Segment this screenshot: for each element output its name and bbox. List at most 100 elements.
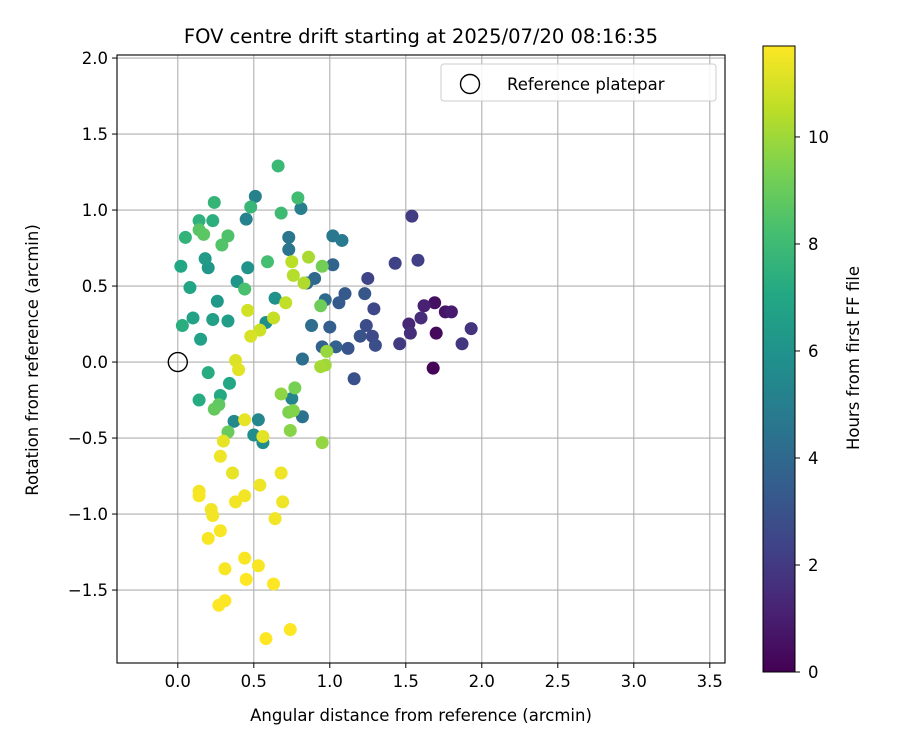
scatter-point <box>314 299 328 313</box>
scatter-point <box>210 294 224 308</box>
scatter-point <box>206 509 220 523</box>
x-tick-label: 2.0 <box>469 672 495 691</box>
scatter-point <box>175 319 189 333</box>
scatter-point <box>239 212 253 226</box>
scatter-point <box>308 271 322 285</box>
legend-marker-reference <box>459 73 481 95</box>
scatter-point <box>305 319 319 333</box>
scatter-point <box>403 326 417 340</box>
scatter-point <box>206 312 220 326</box>
scatter-point <box>238 282 252 296</box>
scatter-point <box>274 206 288 220</box>
y-axis-label: Rotation from reference (arcmin) <box>23 224 42 496</box>
reference-marker-layer <box>167 351 189 373</box>
scatter-point <box>239 572 253 586</box>
scatter-point <box>215 238 229 252</box>
scatter-point <box>221 229 235 243</box>
x-tick-label: 3.5 <box>697 672 723 691</box>
scatter-point <box>286 404 300 418</box>
scatter-point <box>286 268 300 282</box>
scatter-point <box>367 302 381 316</box>
scatter-point <box>226 466 240 480</box>
scatter-point <box>295 410 309 424</box>
scatter-point <box>320 344 334 358</box>
scatter-point <box>267 311 281 325</box>
scatter-point <box>361 271 375 285</box>
scatter-point <box>268 512 282 526</box>
legend-label-reference: Reference platepar <box>507 75 665 94</box>
scatter-point <box>335 233 349 247</box>
x-axis-ticks: 0.0 0.5 1.0 1.5 2.0 2.5 3.0 3.5 <box>165 663 723 691</box>
scatter-point <box>341 341 355 355</box>
colorbar-tick-label: 6 <box>808 342 819 361</box>
scatter-point <box>253 323 267 337</box>
scatter-point <box>282 243 296 257</box>
x-tick-label: 1.0 <box>317 672 343 691</box>
y-tick-label: −0.5 <box>68 429 108 448</box>
x-tick-label: 0.0 <box>165 672 191 691</box>
scatter-point <box>315 436 329 450</box>
scatter-point <box>227 414 241 428</box>
scatter-point <box>192 393 206 407</box>
scatter-point <box>241 261 255 275</box>
scatter-point <box>417 299 431 313</box>
scatter-point <box>285 255 299 269</box>
scatter-point <box>294 202 308 216</box>
scatter-point <box>271 159 285 173</box>
colorbar-tick-label: 0 <box>808 663 819 682</box>
scatter-point <box>256 430 270 444</box>
scatter-point <box>411 253 425 267</box>
scatter-point <box>279 296 293 310</box>
chart-title: FOV centre drift starting at 2025/07/20 … <box>184 25 658 48</box>
scatter-point <box>283 423 297 437</box>
scatter-point <box>274 387 288 401</box>
scatter-point <box>192 214 206 228</box>
colorbar-tick-label: 4 <box>808 449 819 468</box>
scatter-point <box>326 258 340 272</box>
scatter-point <box>353 329 367 343</box>
scatter-point <box>302 250 316 264</box>
scatter-point <box>197 227 211 241</box>
scatter-point <box>268 291 282 305</box>
scatter-point <box>174 259 188 273</box>
y-tick-label: 1.0 <box>82 201 108 220</box>
legend: Reference platepar <box>440 63 717 102</box>
scatter-point <box>388 256 402 270</box>
scatter-point <box>218 562 232 576</box>
grid-lines <box>117 55 725 663</box>
scatter-point <box>323 320 337 334</box>
scatter-point <box>455 337 469 351</box>
scatter-point <box>444 305 458 319</box>
scatter-point <box>186 311 200 325</box>
scatter-point <box>347 372 361 386</box>
scatter-point <box>207 195 221 209</box>
legend-box <box>440 63 717 102</box>
y-tick-label: 1.5 <box>82 125 108 144</box>
scatter-point <box>213 449 227 463</box>
scatter-point <box>260 255 274 269</box>
scatter-point <box>213 524 227 538</box>
x-tick-label: 2.5 <box>545 672 571 691</box>
scatter-point <box>251 559 265 573</box>
scatter-point <box>259 632 273 646</box>
scatter-point <box>221 314 235 328</box>
scatter-point <box>244 200 258 214</box>
scatter-point <box>282 230 296 244</box>
colorbar: 0 2 4 6 8 10 Hours from first FF file <box>762 45 863 682</box>
scatter-point <box>251 413 265 427</box>
scatter-point <box>238 551 252 565</box>
scatter-point <box>183 281 197 295</box>
colorbar-tick-label: 2 <box>808 556 819 575</box>
scatter-point <box>338 287 352 301</box>
scatter-point <box>314 360 328 374</box>
scatter-point <box>229 495 243 509</box>
scatter-point <box>291 191 305 205</box>
scatter-point <box>295 352 309 366</box>
scatter-point <box>405 209 419 223</box>
scatter-point <box>241 303 255 317</box>
scatter-point <box>248 189 262 203</box>
scatter-point <box>285 392 299 406</box>
scatter-point <box>428 296 442 310</box>
scatter-point <box>253 478 267 492</box>
scatter-point <box>244 329 258 343</box>
